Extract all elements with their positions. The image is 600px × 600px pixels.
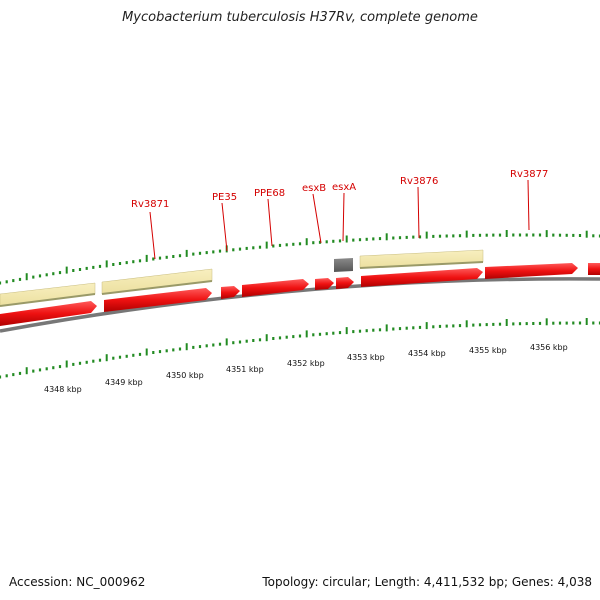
cds-arrow (221, 286, 240, 299)
kbp-label: 4349 kbp (105, 378, 143, 387)
kbp-label: 4356 kbp (530, 343, 568, 352)
cds-track (0, 263, 600, 326)
upper-tick-ruler (0, 230, 600, 285)
kbp-label: 4351 kbp (226, 365, 264, 374)
gene-label: esxB (302, 183, 326, 194)
lower-tick-ruler (0, 318, 600, 379)
kbp-label: 4350 kbp (166, 371, 204, 380)
kbp-label: 4355 kbp (469, 346, 507, 355)
rna-feature (334, 258, 353, 272)
kbp-label: 4348 kbp (44, 385, 82, 394)
kbp-label: 4353 kbp (347, 353, 385, 362)
cds-arrow (242, 279, 309, 297)
cds-arrow (315, 278, 334, 290)
kbp-labels: 4348 kbp 4349 kbp 4350 kbp 4351 kbp 4352… (44, 343, 568, 394)
gene-label: esxA (332, 182, 356, 193)
gene-label: Rv3871 (131, 199, 169, 210)
kbp-label: 4354 kbp (408, 349, 446, 358)
cds-arrow (588, 263, 600, 275)
gene-labels: Rv3871 PE35 PPE68 esxB esxA Rv3876 Rv387… (131, 169, 548, 210)
gene-label: PE35 (212, 192, 237, 203)
map-title: Mycobacterium tuberculosis H37Rv, comple… (122, 10, 478, 25)
gene-label: PPE68 (254, 188, 285, 199)
cds-arrow (336, 277, 354, 289)
cds-arrow (104, 288, 212, 312)
gene-label-leaders (149, 179, 530, 260)
gene-label: Rv3876 (400, 176, 438, 187)
cds-arrow (0, 301, 97, 326)
gene-label: Rv3877 (510, 169, 548, 180)
gene-region-track (0, 249, 484, 307)
genome-backbone (0, 277, 600, 333)
cds-arrow (485, 263, 578, 279)
cds-arrow (361, 268, 483, 287)
accession-text: Accession: NC_000962 (9, 575, 146, 589)
kbp-label: 4352 kbp (287, 359, 325, 368)
genome-summary-text: Topology: circular; Length: 4,411,532 bp… (262, 575, 592, 589)
